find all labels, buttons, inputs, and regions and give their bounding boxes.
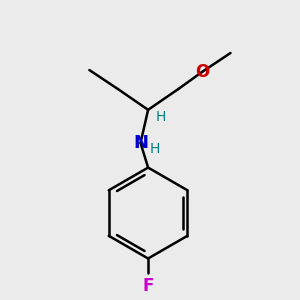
Text: H: H xyxy=(156,110,166,124)
Text: F: F xyxy=(142,278,154,296)
Text: N: N xyxy=(133,134,148,152)
Text: O: O xyxy=(195,63,209,81)
Text: H: H xyxy=(150,142,160,156)
